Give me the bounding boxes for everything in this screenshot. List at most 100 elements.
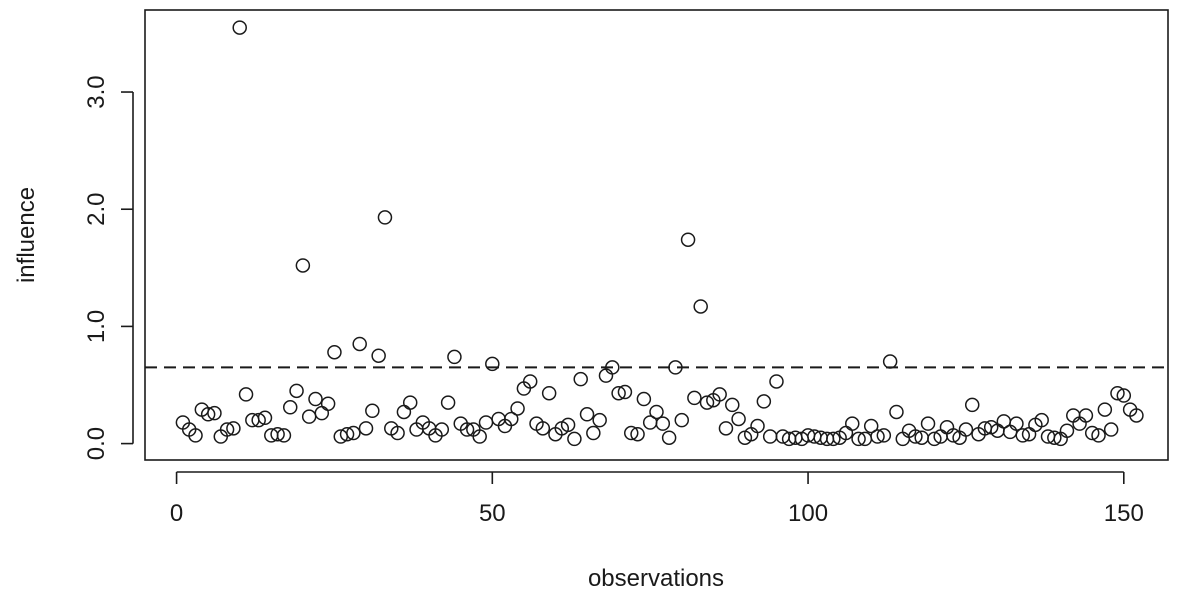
data-point <box>434 422 450 437</box>
data-points <box>175 20 1144 447</box>
data-point <box>762 429 778 444</box>
x-tick-label: 100 <box>788 500 828 527</box>
data-point <box>592 412 607 428</box>
data-point <box>845 416 860 431</box>
y-axis-title: influence <box>13 187 40 283</box>
data-point <box>396 404 412 420</box>
data-point <box>1084 425 1100 441</box>
data-point <box>958 422 974 437</box>
data-point <box>1129 408 1144 423</box>
data-point <box>459 422 475 437</box>
data-point <box>1078 408 1094 423</box>
data-point <box>365 403 380 419</box>
data-point <box>472 429 487 444</box>
data-point <box>295 258 311 273</box>
data-point <box>927 431 942 447</box>
data-point <box>339 426 355 442</box>
data-point <box>402 395 418 410</box>
data-point <box>889 404 904 420</box>
data-point <box>920 416 936 431</box>
data-point <box>693 299 708 314</box>
data-point <box>535 421 551 436</box>
data-point <box>579 407 595 422</box>
x-tick-label: 50 <box>479 500 506 527</box>
data-point <box>655 416 671 431</box>
data-point <box>358 421 374 436</box>
data-point <box>485 356 500 372</box>
data-point <box>289 383 304 399</box>
data-point <box>946 428 961 443</box>
y-tick-label: 1.0 <box>83 310 110 343</box>
data-point <box>636 391 652 407</box>
data-point <box>1091 428 1106 443</box>
data-point <box>611 385 626 401</box>
data-point <box>560 417 576 433</box>
x-tick-label: 0 <box>170 500 183 527</box>
data-point <box>573 371 588 387</box>
data-point <box>731 411 746 427</box>
data-point <box>1047 430 1062 445</box>
data-point <box>851 431 866 447</box>
data-point <box>1034 412 1049 428</box>
data-point <box>623 425 639 441</box>
data-point <box>1066 408 1081 423</box>
data-point <box>712 387 727 402</box>
y-axis: 0.0 1.0 2.0 3.0 <box>83 75 134 460</box>
data-point <box>346 425 361 441</box>
data-point <box>718 421 734 436</box>
data-point <box>598 368 614 383</box>
data-point <box>908 429 923 444</box>
data-point <box>308 391 323 407</box>
y-tick-label: 0.0 <box>83 427 110 460</box>
data-point <box>478 415 494 430</box>
data-point <box>200 407 216 422</box>
data-point <box>1097 402 1113 417</box>
data-point <box>870 429 885 444</box>
data-point <box>725 397 740 413</box>
y-tick-label: 3.0 <box>83 75 110 108</box>
data-point <box>238 387 254 402</box>
data-point <box>207 405 222 421</box>
x-axis-title: observations <box>588 565 724 592</box>
data-point <box>232 20 247 35</box>
data-point <box>876 428 892 443</box>
data-point <box>680 232 696 247</box>
data-point <box>276 428 292 443</box>
data-point <box>251 412 266 428</box>
data-point <box>504 411 519 427</box>
data-point <box>377 210 393 225</box>
data-point <box>188 428 203 443</box>
data-point <box>617 384 633 400</box>
data-point <box>964 397 980 413</box>
data-point <box>371 348 386 363</box>
data-point <box>226 421 241 436</box>
data-point <box>314 405 330 421</box>
data-point <box>687 390 702 406</box>
data-point <box>661 430 677 445</box>
data-point <box>863 418 879 434</box>
data-point <box>541 385 557 401</box>
data-point <box>1009 416 1024 431</box>
data-point <box>699 395 715 410</box>
data-point <box>1103 422 1119 437</box>
data-point <box>674 412 690 428</box>
data-point <box>1059 423 1075 438</box>
data-point <box>1116 388 1132 403</box>
data-point <box>282 400 298 415</box>
data-point <box>301 409 317 424</box>
data-point <box>510 401 525 416</box>
data-point <box>756 394 772 409</box>
data-point <box>440 395 456 410</box>
plot-frame <box>144 9 1169 461</box>
data-point <box>1110 385 1125 401</box>
data-point <box>895 431 911 447</box>
data-point <box>352 336 367 352</box>
data-point <box>882 354 898 369</box>
data-point <box>1002 424 1018 440</box>
data-point <box>750 418 765 434</box>
data-point <box>522 374 538 389</box>
data-point <box>630 426 645 442</box>
data-point <box>567 431 582 447</box>
data-point <box>327 344 342 360</box>
